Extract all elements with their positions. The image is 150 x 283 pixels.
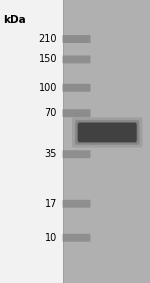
FancyBboxPatch shape bbox=[72, 117, 142, 147]
FancyBboxPatch shape bbox=[75, 120, 140, 145]
Text: 17: 17 bbox=[45, 199, 57, 209]
Text: 150: 150 bbox=[39, 54, 57, 65]
Bar bbox=[63, 0, 150, 283]
Bar bbox=[0, 0, 63, 283]
Text: 210: 210 bbox=[39, 34, 57, 44]
FancyBboxPatch shape bbox=[78, 123, 136, 142]
FancyBboxPatch shape bbox=[63, 200, 90, 208]
Text: 10: 10 bbox=[45, 233, 57, 243]
Text: 100: 100 bbox=[39, 83, 57, 93]
FancyBboxPatch shape bbox=[63, 55, 90, 63]
Text: 70: 70 bbox=[45, 108, 57, 118]
FancyBboxPatch shape bbox=[63, 150, 90, 158]
FancyBboxPatch shape bbox=[63, 234, 90, 242]
FancyBboxPatch shape bbox=[63, 84, 90, 92]
Text: kDa: kDa bbox=[3, 15, 26, 25]
FancyBboxPatch shape bbox=[63, 35, 90, 43]
Text: 35: 35 bbox=[45, 149, 57, 159]
FancyBboxPatch shape bbox=[63, 109, 90, 117]
FancyBboxPatch shape bbox=[77, 122, 137, 143]
